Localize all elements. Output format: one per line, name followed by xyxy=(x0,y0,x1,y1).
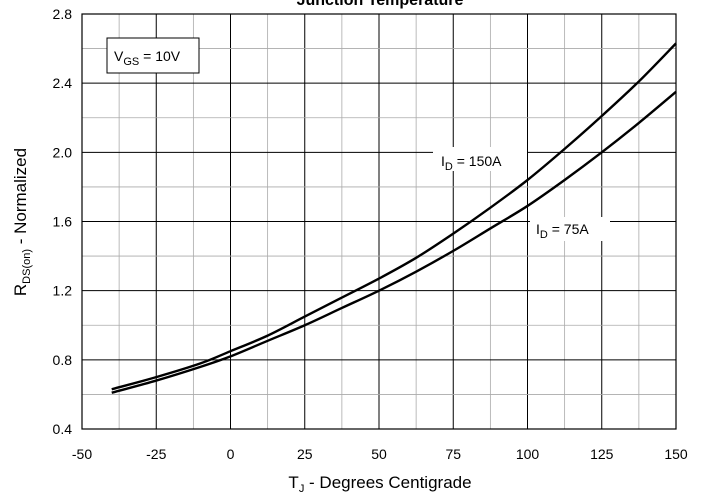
x-axis-title: TJ - Degrees Centigrade xyxy=(288,473,471,495)
id75-main: I xyxy=(536,221,540,237)
x-tick-label: -25 xyxy=(146,446,166,462)
y-axis-title: RDS(on) - Normalized xyxy=(11,148,33,296)
svg-text:ID = 150A: ID = 150A xyxy=(441,153,502,173)
svg-text:ID = 75A: ID = 75A xyxy=(536,221,589,241)
series-line-id-150a xyxy=(111,42,677,391)
x-tick-label: 0 xyxy=(227,446,235,462)
id150-sub: D xyxy=(445,161,453,173)
vgs-annotation-box xyxy=(106,37,200,74)
y-tick-label: 2.8 xyxy=(53,6,73,22)
svg-text:VGS = 10V: VGS = 10V xyxy=(114,48,181,68)
x-tick-label: 150 xyxy=(664,446,688,462)
vgs-sub: GS xyxy=(123,56,139,68)
x-tick-label: 50 xyxy=(371,446,387,462)
chart-title: Junction Temperature xyxy=(297,0,464,9)
y-tick-label: 2.4 xyxy=(53,75,73,91)
y-tick-label: 1.6 xyxy=(53,214,73,230)
x-tick-label: 125 xyxy=(590,446,614,462)
y-tick-label: 1.2 xyxy=(53,283,73,299)
vgs-main: V xyxy=(114,48,124,64)
id150-rest: = 150A xyxy=(453,153,502,169)
id75-rest: = 75A xyxy=(548,221,590,237)
plot-frame xyxy=(81,13,677,430)
x-tick-label: 100 xyxy=(516,446,540,462)
vgs-annotation: VGS = 10V xyxy=(106,37,200,74)
x-tick-label: 75 xyxy=(445,446,461,462)
id150-main: I xyxy=(441,153,445,169)
id75-sub: D xyxy=(540,229,548,241)
y-tick-label: 0.4 xyxy=(53,421,73,437)
y-tick-label: 0.8 xyxy=(53,352,73,368)
x-tick-label: -50 xyxy=(72,446,92,462)
vgs-rest: = 10V xyxy=(139,48,181,64)
label-id-150a: ID = 150A xyxy=(433,147,527,173)
series-line-id-75a xyxy=(111,90,677,394)
series-lines xyxy=(111,42,677,394)
y-tick-label: 2.0 xyxy=(53,144,73,160)
x-tick-labels: -50 -25 0 25 50 75 100 125 150 xyxy=(72,446,688,462)
y-tick-labels: 0.4 0.8 1.2 1.6 2.0 2.4 2.8 xyxy=(53,6,73,437)
label-id-75a: ID = 75A xyxy=(530,217,610,241)
x-tick-label: 25 xyxy=(297,446,313,462)
